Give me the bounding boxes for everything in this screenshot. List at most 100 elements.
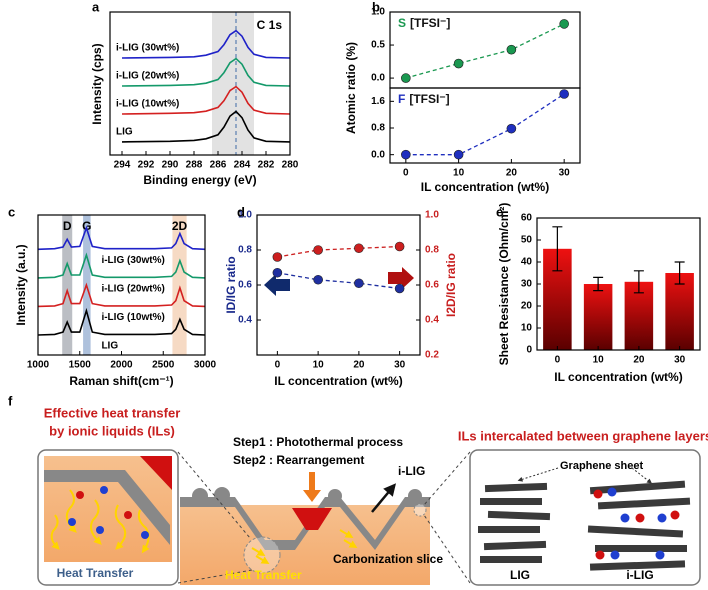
diagram-f: f Effective heat transfer by ionic liqui…: [8, 393, 708, 586]
panel-label: c: [8, 204, 15, 219]
panel-label: d: [237, 204, 245, 219]
inset-hot: [140, 456, 172, 490]
point: [559, 89, 569, 99]
panel-label: a: [92, 0, 100, 14]
series-label: i-LIG (20wt%): [116, 71, 179, 82]
annotation-text: [TFSI⁻]: [409, 92, 449, 106]
series-line: [121, 57, 291, 87]
x-tick-label: 1500: [69, 360, 92, 371]
x-axis-label: IL concentration (wt%): [274, 374, 402, 388]
band-label: G: [82, 219, 91, 233]
x-tick-label: 294: [114, 160, 131, 171]
plot-frame: [37, 214, 206, 356]
axis-arrow: [264, 274, 290, 296]
y-tick-label: 1.0: [425, 210, 439, 221]
y-tick-label: 0.0: [371, 149, 385, 160]
step: Step1 : Photothermal process: [233, 435, 403, 449]
bar: [665, 273, 694, 350]
x-tick-label: 0: [555, 355, 561, 366]
series-line: [277, 272, 400, 290]
error-bar: [633, 270, 644, 294]
y-tick-label: 0.2: [425, 350, 439, 361]
point: [453, 58, 464, 69]
x-tick-label: 2000: [110, 360, 133, 371]
point: [394, 241, 405, 252]
y-tick-label: 60: [521, 213, 533, 224]
point: [313, 245, 323, 255]
point: [401, 149, 411, 160]
x-tick-label: 292: [138, 160, 155, 171]
y-tick-label: 10: [521, 323, 533, 334]
series-line: [37, 282, 206, 308]
series-line: [121, 29, 291, 59]
y-tick-label: 0.8: [425, 245, 439, 256]
panel-label: e: [496, 204, 503, 219]
y-tick-label: 0.4: [425, 315, 439, 326]
step: Step2 : Rearrangement: [233, 453, 364, 467]
intercalated-ions: [593, 487, 680, 560]
annotation-text: [TFSI⁻]: [410, 16, 450, 30]
left-title: by ionic liquids (ILs): [49, 423, 175, 438]
y-tick-label: 0.8: [238, 245, 252, 256]
axis-arrow: [388, 267, 414, 289]
laser-head: [303, 490, 321, 502]
x-tick-label: 30: [394, 360, 406, 371]
point: [401, 73, 411, 83]
y-tick-label: 0.6: [425, 280, 439, 291]
series-line: [37, 225, 206, 251]
bar: [583, 284, 613, 350]
x-tick-label: 10: [313, 360, 325, 371]
x-tick-label: 30: [674, 355, 686, 366]
y2-axis-label: I2D/IG ratio: [444, 253, 458, 317]
x-tick-label: 286: [210, 160, 227, 171]
series-label: i-LIG (10wt%): [101, 312, 164, 323]
product-label: i-LIG: [398, 464, 425, 478]
pointer: [517, 467, 559, 482]
y-axis-label: ID/IG ratio: [224, 256, 238, 313]
y-tick-label: 20: [521, 301, 533, 312]
left-title: Effective heat transfer: [44, 405, 181, 420]
y-tick-label: 0.0: [371, 73, 385, 84]
x-axis-label: Binding energy (eV): [143, 173, 256, 187]
highlight-band: [172, 215, 187, 355]
x-tick-label: 20: [633, 355, 645, 366]
x-tick-label: 284: [234, 160, 251, 171]
x-tick-label: 10: [593, 355, 605, 366]
inset-ions: [68, 486, 149, 539]
sheet-label: Graphene sheet: [560, 460, 643, 472]
point: [354, 243, 364, 254]
point: [313, 274, 323, 285]
series-label: LIG: [116, 127, 133, 138]
slice-label: Carbonization slice: [333, 552, 443, 566]
band-label: D: [63, 219, 72, 233]
right-label: i-LIG: [626, 568, 653, 582]
point: [394, 283, 405, 294]
series-label: i-LIG (30wt%): [116, 43, 179, 54]
x-tick-label: 282: [258, 160, 275, 171]
plot-frame: [389, 87, 581, 164]
point: [453, 149, 464, 160]
panel-label: f: [8, 393, 13, 408]
y-tick-label: 0.6: [238, 280, 252, 291]
point: [506, 123, 517, 134]
highlight-band: [212, 12, 254, 155]
right-label: LIG: [510, 568, 530, 582]
x-tick-label: 1000: [27, 360, 50, 371]
zoom-circle: [413, 503, 427, 517]
ejection-arrow: [371, 483, 397, 513]
series-line: [405, 23, 565, 79]
annotation: C 1s: [257, 18, 283, 32]
point: [559, 19, 569, 29]
x-tick-label: 10: [453, 168, 465, 179]
error-bar: [674, 261, 685, 285]
heat-label: Heat Transfer: [225, 568, 302, 582]
graphene-sheets-lig: [478, 482, 551, 563]
series-label: i-LIG (20wt%): [101, 283, 164, 294]
band-label: 2D: [172, 219, 188, 233]
series-label: i-LIG (10wt%): [116, 99, 179, 110]
error-bar: [552, 226, 563, 272]
x-axis-label: Raman shift(cm⁻¹): [69, 374, 173, 388]
series-label: LIG: [101, 341, 118, 352]
y-tick-label: 40: [521, 257, 533, 268]
